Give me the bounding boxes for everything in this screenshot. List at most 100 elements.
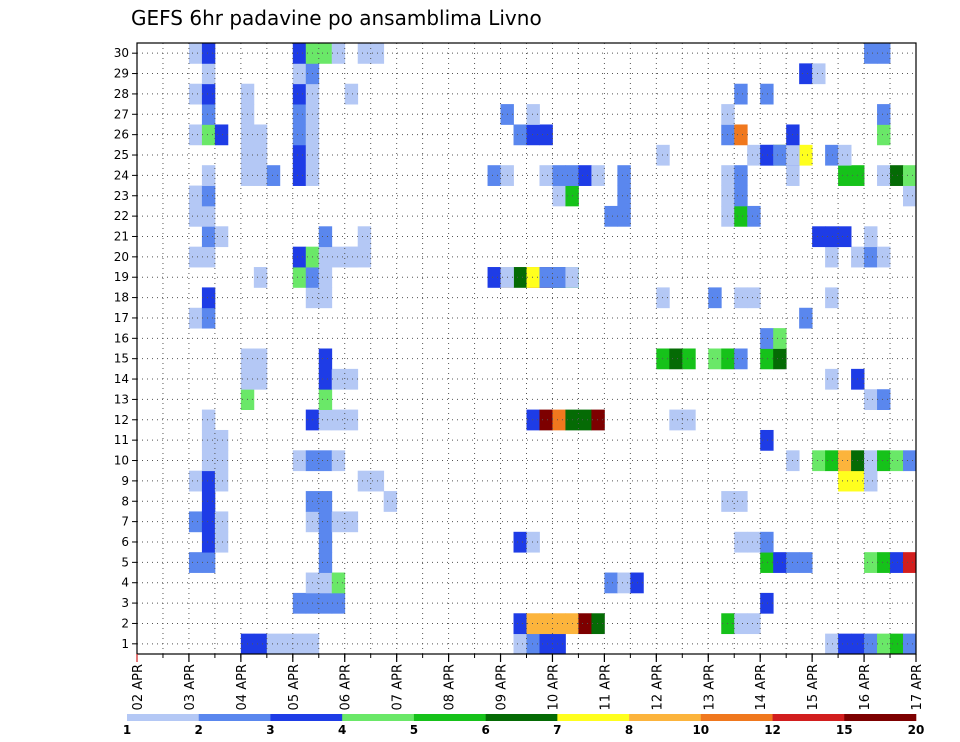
heatmap-cell — [513, 531, 527, 553]
heatmap-cell — [526, 531, 540, 553]
heatmap-cell — [526, 633, 540, 655]
heatmap-cell — [292, 633, 307, 655]
heatmap-cell — [331, 368, 346, 390]
y-tick-label: 2 — [121, 616, 129, 630]
heatmap-cell — [201, 491, 216, 512]
y-tick-label: 10 — [114, 454, 129, 468]
heatmap-cell — [188, 246, 203, 268]
heatmap-cell — [799, 144, 813, 166]
y-axis: 1234567891011121314151617181920212223242… — [114, 46, 137, 651]
heatmap-cell — [331, 592, 346, 614]
heatmap-cell — [877, 104, 891, 125]
heatmap-cell — [903, 552, 916, 573]
heatmap-cell — [487, 267, 501, 288]
legend-label: 4 — [338, 723, 346, 737]
heatmap-cell — [760, 531, 774, 553]
heatmap-cell — [773, 328, 787, 349]
heatmap-cell — [734, 491, 748, 512]
y-tick-label: 11 — [114, 433, 129, 447]
heatmap-cell — [188, 470, 203, 492]
heatmap-cell — [838, 165, 852, 186]
heatmap-cell — [253, 368, 268, 390]
y-tick-label: 25 — [114, 148, 129, 162]
legend-swatch — [844, 714, 917, 721]
heatmap-cell — [292, 124, 307, 146]
heatmap-cell — [292, 144, 307, 166]
x-tick-label: 02 APR — [131, 664, 146, 710]
heatmap-cell — [513, 633, 527, 655]
heatmap-cell — [201, 450, 216, 472]
heatmap-cell — [201, 43, 216, 64]
heatmap-cell — [656, 144, 670, 166]
y-tick-label: 16 — [114, 331, 129, 345]
legend-swatch — [413, 714, 486, 721]
legend-label: 7 — [553, 723, 561, 737]
heatmap-cell — [188, 511, 203, 533]
legend-swatch — [700, 714, 773, 721]
heatmap-cell — [578, 613, 592, 635]
heatmap-cell — [201, 124, 216, 146]
heatmap-cell — [318, 348, 333, 370]
heatmap-cell — [357, 43, 372, 64]
heatmap-cell — [903, 165, 916, 186]
heatmap-cell — [552, 409, 566, 431]
heatmap-cell — [656, 348, 670, 370]
heatmap-cell — [539, 613, 553, 635]
heatmap-cell — [890, 165, 904, 186]
heatmap-cell — [747, 144, 761, 166]
heatmap-cell — [201, 511, 216, 533]
heatmap-cell — [877, 165, 891, 186]
heatmap-cell — [682, 348, 696, 370]
heatmap-cell — [526, 409, 540, 431]
heatmap-cell — [734, 165, 748, 186]
heatmap-cell — [526, 104, 540, 125]
heatmap-cell — [292, 592, 307, 614]
heatmap-cell — [318, 246, 333, 268]
heatmap-cell — [578, 165, 592, 186]
heatmap-cell — [357, 226, 372, 248]
heatmap-cell — [903, 450, 916, 472]
heatmap-cell — [617, 572, 631, 594]
heatmap-cell — [292, 267, 307, 288]
heatmap-cell — [487, 165, 501, 186]
heatmap-cell — [825, 144, 839, 166]
heatmap-cell — [734, 185, 748, 207]
heatmap-cell — [617, 185, 631, 207]
heatmap-cell — [591, 165, 605, 186]
heatmap-cell — [253, 124, 268, 146]
legend-label: 2 — [195, 723, 203, 737]
y-tick-label: 19 — [114, 270, 129, 284]
heatmap-cell — [266, 165, 281, 186]
heatmap-cell — [747, 613, 761, 635]
heatmap-cell — [279, 633, 294, 655]
y-tick-label: 21 — [114, 229, 129, 243]
x-tick-label: 04 APR — [235, 664, 250, 710]
heatmap-cell — [617, 205, 631, 227]
heatmap-cell — [838, 226, 852, 248]
heatmap-cell — [214, 470, 229, 492]
heatmap-cell — [318, 43, 333, 64]
heatmap-cell — [825, 246, 839, 268]
heatmap-cell — [188, 205, 203, 227]
heatmap-cell — [903, 185, 916, 207]
heatmap-cell — [253, 144, 268, 166]
heatmap-cell — [331, 450, 346, 472]
heatmap-cell — [266, 633, 281, 655]
heatmap-cell — [877, 389, 891, 410]
heatmap-cell — [201, 205, 216, 227]
y-tick-label: 29 — [114, 67, 129, 81]
y-tick-label: 24 — [114, 168, 129, 182]
y-tick-label: 8 — [121, 494, 129, 508]
heatmap-cell — [201, 104, 216, 125]
heatmap-cell — [578, 409, 592, 431]
heatmap-cell — [292, 450, 307, 472]
heatmap-cell — [890, 450, 904, 472]
heatmap-cell — [552, 267, 566, 288]
heatmap-cell — [331, 572, 346, 594]
heatmap-cell — [734, 531, 748, 553]
heatmap-cell — [877, 633, 891, 655]
heatmap-cell — [513, 613, 527, 635]
heatmap-cell — [864, 633, 878, 655]
y-tick-label: 17 — [114, 311, 129, 325]
